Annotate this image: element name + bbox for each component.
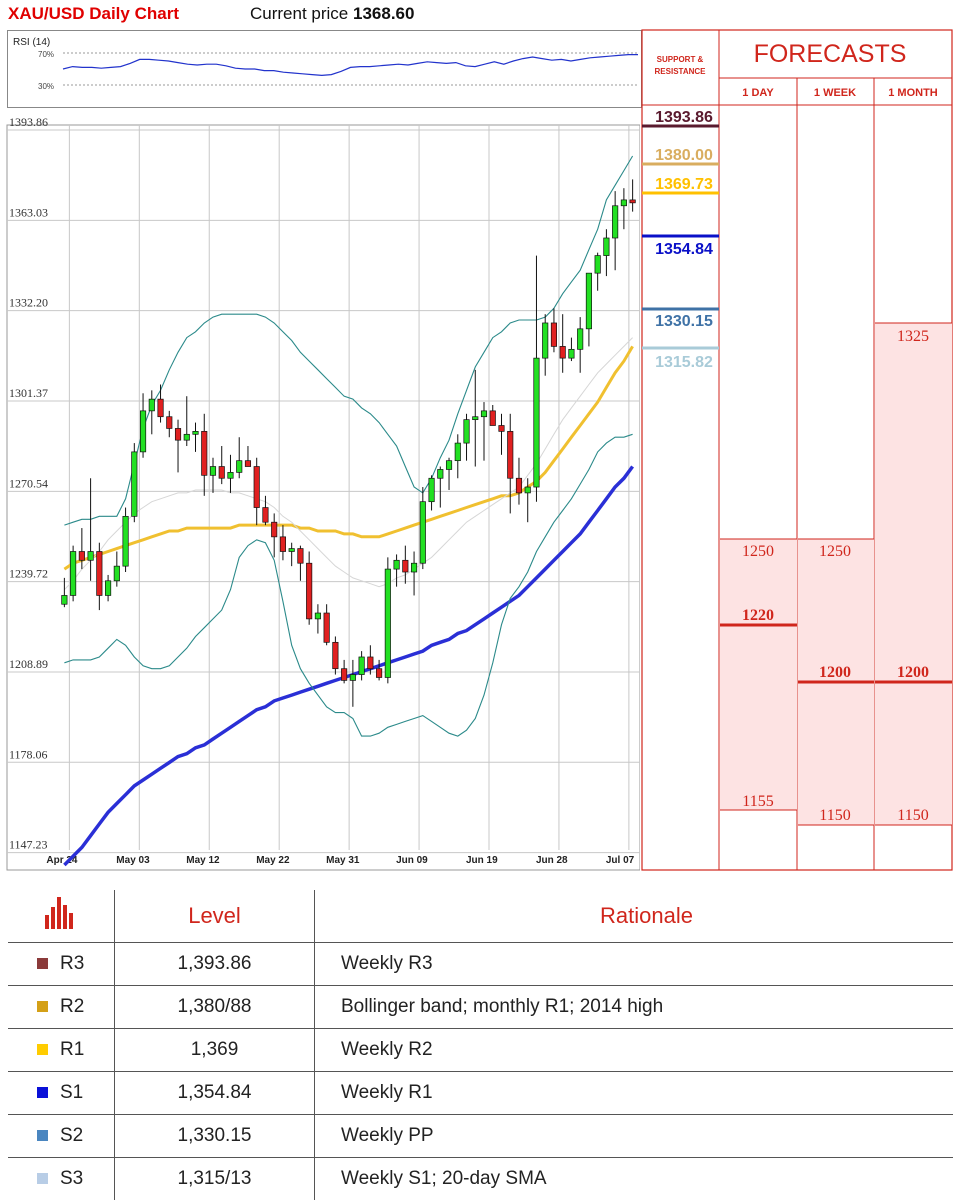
support-resistance-label-2: RESISTANCE <box>655 67 707 76</box>
forecast-1week-mid: 1200 <box>819 664 851 681</box>
forecast-1month: 1325 1200 1150 <box>875 323 952 825</box>
level-value: 1,315/13 <box>115 1158 315 1200</box>
forecast-col-1day: 1 DAY <box>742 87 774 99</box>
bar-chart-icon <box>43 895 79 931</box>
level-color-swatch <box>37 1173 48 1184</box>
level-color-swatch <box>37 1044 48 1055</box>
forecast-1month-high: 1325 <box>897 328 929 345</box>
level-color-swatch <box>37 958 48 969</box>
level-name: R3 <box>60 953 84 974</box>
forecast-1day-low: 1155 <box>742 793 773 810</box>
level-value: 1,369 <box>115 1029 315 1072</box>
forecast-1day-range <box>720 539 797 810</box>
level-name-cell: S3 <box>8 1158 115 1200</box>
level-name: R1 <box>60 1039 84 1060</box>
level-rationale: Weekly R3 <box>315 943 954 986</box>
level-color-swatch <box>37 1001 48 1012</box>
level-name: S2 <box>60 1125 83 1146</box>
levels-header-level: Level <box>115 890 315 943</box>
forecast-1day-high: 1250 <box>742 543 774 560</box>
forecasts-title: FORECASTS <box>754 40 907 68</box>
forecast-1day: 1250 1220 1155 <box>720 539 797 810</box>
forecast-col-1week: 1 WEEK <box>814 87 856 99</box>
level-value: 1,330.15 <box>115 1115 315 1158</box>
level-rationale: Weekly PP <box>315 1115 954 1158</box>
level-name-cell: S1 <box>8 1072 115 1115</box>
level-value-r3: 1393.86 <box>655 109 713 126</box>
level-name-cell: R1 <box>8 1029 115 1072</box>
levels-table-header: Level Rationale <box>8 890 953 943</box>
level-rationale: Bollinger band; monthly R1; 2014 high <box>315 986 954 1029</box>
level-name-cell: R2 <box>8 986 115 1029</box>
level-value: 1,354.84 <box>115 1072 315 1115</box>
level-name: S3 <box>60 1168 83 1189</box>
level-rationale: Weekly R1 <box>315 1072 954 1115</box>
forecast-panel: SUPPORT & RESISTANCE FORECASTS 1 DAY 1 W… <box>0 0 963 875</box>
support-resistance-label-1: SUPPORT & <box>657 55 704 64</box>
level-color-swatch <box>37 1130 48 1141</box>
level-name-cell: S2 <box>8 1115 115 1158</box>
level-value: 1,393.86 <box>115 943 315 986</box>
levels-header-rationale: Rationale <box>315 890 954 943</box>
level-rationale: Weekly R2 <box>315 1029 954 1072</box>
level-value-s2: 1330.15 <box>655 313 713 330</box>
level-value-r2: 1380.00 <box>655 147 713 164</box>
level-value: 1,380/88 <box>115 986 315 1029</box>
forecast-1day-mid: 1220 <box>742 607 774 624</box>
levels-chart-icon <box>8 890 115 943</box>
level-value-r1: 1369.73 <box>655 176 713 193</box>
forecast-col-1month: 1 MONTH <box>888 87 938 99</box>
level-value-s3: 1315.82 <box>655 354 713 371</box>
level-name: S1 <box>60 1082 83 1103</box>
forecast-1week-high: 1250 <box>819 543 851 560</box>
forecast-1month-low: 1150 <box>897 807 928 824</box>
level-color-swatch <box>37 1087 48 1098</box>
level-name: R2 <box>60 996 84 1017</box>
level-name-cell: R3 <box>8 943 115 986</box>
forecast-1month-mid: 1200 <box>897 664 929 681</box>
level-rationale: Weekly S1; 20-day SMA <box>315 1158 954 1200</box>
forecast-1month-range <box>875 323 952 825</box>
forecast-1week-low: 1150 <box>819 807 850 824</box>
forecast-1week: 1250 1200 1150 <box>798 539 874 825</box>
level-markers: 1393.86 1380.00 1369.73 1354.84 1330.15 … <box>642 109 719 371</box>
level-value-s1: 1354.84 <box>655 241 713 258</box>
